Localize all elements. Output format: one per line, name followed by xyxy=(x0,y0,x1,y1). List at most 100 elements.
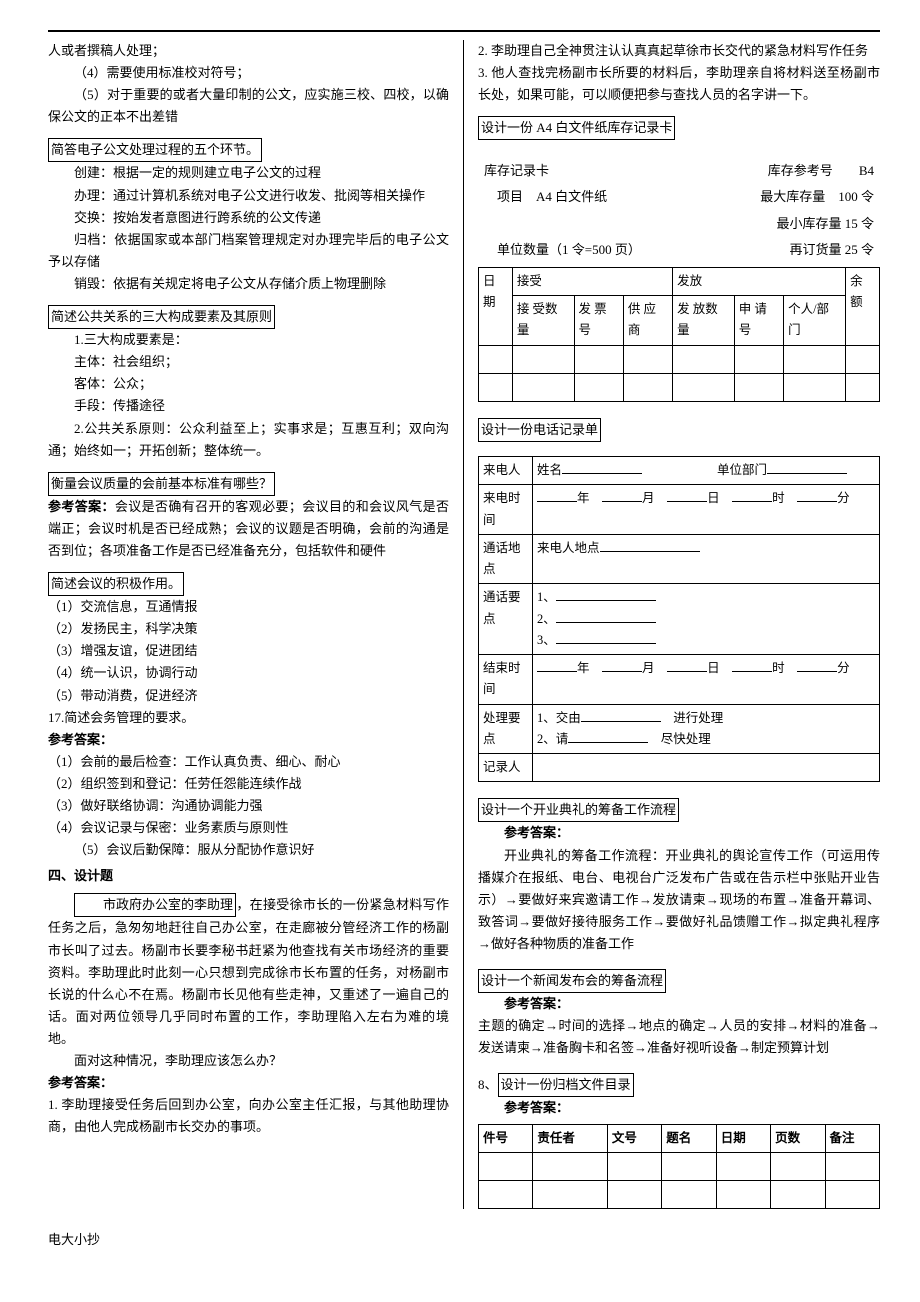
stock-item-label: 项目 xyxy=(497,189,523,204)
sec4-item-1: （1）交流信息，互通情报 xyxy=(48,596,449,618)
phone-table: 来电人 姓名 单位部门 来电时间 年 月 日 时 分 通话地点 来电人地点 通话… xyxy=(478,456,880,782)
th-inv: 发 票号 xyxy=(574,296,623,346)
stock-unit: 单位数量（1 令=500 页） xyxy=(497,242,641,257)
sec6-body: 市政府办公室的李助理，在接受徐市长的一份紧急材料写作任务之后，急匆匆地赶往自己办… xyxy=(48,887,449,1050)
stock-empty-row-1 xyxy=(479,345,880,373)
sec6-title: 市政府办公室的李助理 xyxy=(74,893,236,917)
intro-line-1: 人或者撰稿人处理； xyxy=(48,40,449,62)
sec1-item-1: 创建：根据一定的规则建立电子公文的过程 xyxy=(48,162,449,184)
sec2-item-2: 主体：社会组织； xyxy=(48,351,449,373)
stock-item-val: A4 白文件纸 xyxy=(536,189,607,204)
right-column: 2. 李助理自己全神贯注认认真真起草徐市长交代的紧急材料写作任务 3. 他人查找… xyxy=(464,40,880,1209)
r-sec4-title: 设计一个新闻发布会的筹备流程 xyxy=(478,969,666,993)
arch-c4: 题名 xyxy=(662,1124,716,1152)
sec3-title: 衡量会议质量的会前基本标准有哪些？ xyxy=(48,472,275,496)
sec5-item-4: （4）会议记录与保密：业务素质与原则性 xyxy=(48,817,449,839)
stock-row-1: 库存记录卡 库存参考号 B4 xyxy=(478,158,880,184)
stock-row-3: 最小库存量 15 令 xyxy=(478,211,880,237)
sec6-question: 面对这种情况，李助理应该怎么办？ xyxy=(48,1050,449,1072)
sec1-item-4: 归档：依据国家或本部门档案管理规定对办理完毕后的电子公文予以存储 xyxy=(48,229,449,273)
r-intro-2: 3. 他人查找完杨副市长所要的材料后，李助理亲自将材料送至杨副市长处，如果可能，… xyxy=(478,62,880,106)
th-issue: 发放 xyxy=(673,267,846,295)
r-sec4-label: 参考答案： xyxy=(478,993,880,1015)
sec4-item-4: （4）统一认识，协调行动 xyxy=(48,662,449,684)
r-sec5-title: 设计一份归档文件目录 xyxy=(498,1073,634,1097)
ph-calltime-cell: 年 月 日 时 分 xyxy=(533,485,880,535)
sec5-item-2: （2）组织签到和登记：任劳任怨能连续作战 xyxy=(48,773,449,795)
r-sec5-num: 8、 xyxy=(478,1077,498,1092)
arch-c5: 日期 xyxy=(716,1124,770,1152)
sec5-item-5: （5）会议后勤保障：服从分配协作意识好 xyxy=(48,839,449,861)
sec4-item-3: （3）增强友谊，促进团结 xyxy=(48,640,449,662)
sec5-item-1: （1）会前的最后检查：工作认真负责、细心、耐心 xyxy=(48,751,449,773)
top-border xyxy=(48,30,880,32)
stock-row-2: 项目 A4 白文件纸 最大库存量 100 令 xyxy=(478,184,880,210)
sec3-ans-label: 参考答案： xyxy=(48,499,115,514)
r-sec5-label: 参考答案： xyxy=(478,1097,880,1119)
sec1-item-2: 办理：通过计算机系统对电子公文进行收发、批阅等相关操作 xyxy=(48,185,449,207)
sec2-item-3: 客体：公众； xyxy=(48,373,449,395)
sec2-item-1: 1.三大构成要素是： xyxy=(48,329,449,351)
sec6-header: 四、设计题 xyxy=(48,865,449,887)
stock-min: 最小库存量 15 令 xyxy=(776,213,874,235)
ph-endtime-cell: 年 月 日 时 分 xyxy=(533,655,880,705)
stock-ref-label: 库存参考号 xyxy=(768,163,833,178)
r-sec3-label: 参考答案： xyxy=(478,822,880,844)
intro-line-3: （5）对于重要的或者大量印制的公文，应实施三校、四校，以确保公文的正本不出差错 xyxy=(48,84,449,128)
th-date: 日期 xyxy=(479,267,513,345)
left-column: 人或者撰稿人处理； （4）需要使用标准校对符号； （5）对于重要的或者大量印制的… xyxy=(48,40,464,1209)
ph-calltime: 来电时间 xyxy=(479,485,533,535)
intro-line-2: （4）需要使用标准校对符号； xyxy=(48,62,449,84)
ph-caller-cell: 姓名 单位部门 xyxy=(533,457,880,485)
stock-reorder: 再订货量 25 令 xyxy=(789,239,874,261)
sec2-item-5: 2.公共关系原则：公众利益至上；实事求是；互惠互利；双向沟通；始终如一；开拓创新… xyxy=(48,418,449,462)
two-column-layout: 人或者撰稿人处理； （4）需要使用标准校对符号； （5）对于重要的或者大量印制的… xyxy=(48,40,880,1209)
th-recv-qty: 接 受数量 xyxy=(512,296,574,346)
sec3-answer: 参考答案：会议是否确有召开的客观必要；会议目的和会议风气是否端正；会议时机是否已… xyxy=(48,496,449,562)
ph-recorder: 记录人 xyxy=(479,754,533,782)
arch-empty-2 xyxy=(479,1181,880,1209)
ph-callplace: 通话地点 xyxy=(479,534,533,584)
r-sec2-title: 设计一份电话记录单 xyxy=(478,418,601,442)
sec6-ans-label: 参考答案： xyxy=(48,1072,449,1094)
ph-caller: 来电人 xyxy=(479,457,533,485)
r-sec1-title: 设计一份 A4 白文件纸库存记录卡 xyxy=(478,116,675,140)
sec6-body-text: ，在接受徐市长的一份紧急材料写作任务之后，急匆匆地赶往自己办公室，在走廊被分管经… xyxy=(48,897,449,1046)
sec2-title: 简述公共关系的三大构成要素及其原则 xyxy=(48,305,275,329)
sec4-item-2: （2）发扬民主，科学决策 xyxy=(48,618,449,640)
sec1-item-3: 交换：按始发者意图进行跨系统的公文传递 xyxy=(48,207,449,229)
ph-recorder-cell xyxy=(533,754,880,782)
th-recv: 接受 xyxy=(512,267,672,295)
arch-c6: 页数 xyxy=(771,1124,825,1152)
stock-ref-val: B4 xyxy=(859,163,874,178)
ph-points: 通话要点 xyxy=(479,584,533,655)
th-bal: 余额 xyxy=(846,267,880,345)
th-supplier: 供 应商 xyxy=(623,296,672,346)
archive-table: 件号 责任者 文号 题名 日期 页数 备注 xyxy=(478,1124,880,1210)
th-dept: 个人/部门 xyxy=(784,296,846,346)
stock-max-val: 100 令 xyxy=(838,189,874,204)
th-req: 申 请号 xyxy=(734,296,783,346)
stock-card: 库存记录卡 xyxy=(484,160,549,182)
r-intro-1: 2. 李助理自己全神贯注认认真真起草徐市长交代的紧急材料写作任务 xyxy=(478,40,880,62)
ph-points-cell: 1、2、3、 xyxy=(533,584,880,655)
stock-table: 日期 接受 发放 余额 接 受数量 发 票号 供 应商 发 放数量 申 请号 个… xyxy=(478,267,880,402)
arch-c7: 备注 xyxy=(825,1124,879,1152)
stock-row-4: 单位数量（1 令=500 页） 再订货量 25 令 xyxy=(478,237,880,263)
sec4-item-5: （5）带动消费，促进经济 xyxy=(48,685,449,707)
arch-c2: 责任者 xyxy=(533,1124,607,1152)
r-sec3-body: 开业典礼的筹备工作流程：开业典礼的舆论宣传工作（可运用传播媒介在报纸、电台、电视… xyxy=(478,845,880,955)
arch-c3: 文号 xyxy=(607,1124,661,1152)
ph-handle: 处理要点 xyxy=(479,704,533,754)
sec1-item-5: 销毁：依据有关规定将电子公文从存储介质上物理删除 xyxy=(48,273,449,295)
page-footer: 电大小抄 xyxy=(48,1229,880,1251)
ph-handle-cell: 1、交由 进行处理2、请 尽快处理 xyxy=(533,704,880,754)
stock-empty-row-2 xyxy=(479,373,880,401)
sec5-item-3: （3）做好联络协调：沟通协调能力强 xyxy=(48,795,449,817)
sec5-question: 17.简述会务管理的要求。 xyxy=(48,707,449,729)
sec2-item-4: 手段：传播途径 xyxy=(48,395,449,417)
r-sec4-body: 主题的确定→时间的选择→地点的确定→人员的安排→材料的准备→发送请柬→准备胸卡和… xyxy=(478,1015,880,1059)
sec6-ans-1: 1. 李助理接受任务后回到办公室，向办公室主任汇报，与其他助理协商，由他人完成杨… xyxy=(48,1094,449,1138)
stock-max-label: 最大库存量 xyxy=(760,189,825,204)
arch-empty-1 xyxy=(479,1152,880,1180)
